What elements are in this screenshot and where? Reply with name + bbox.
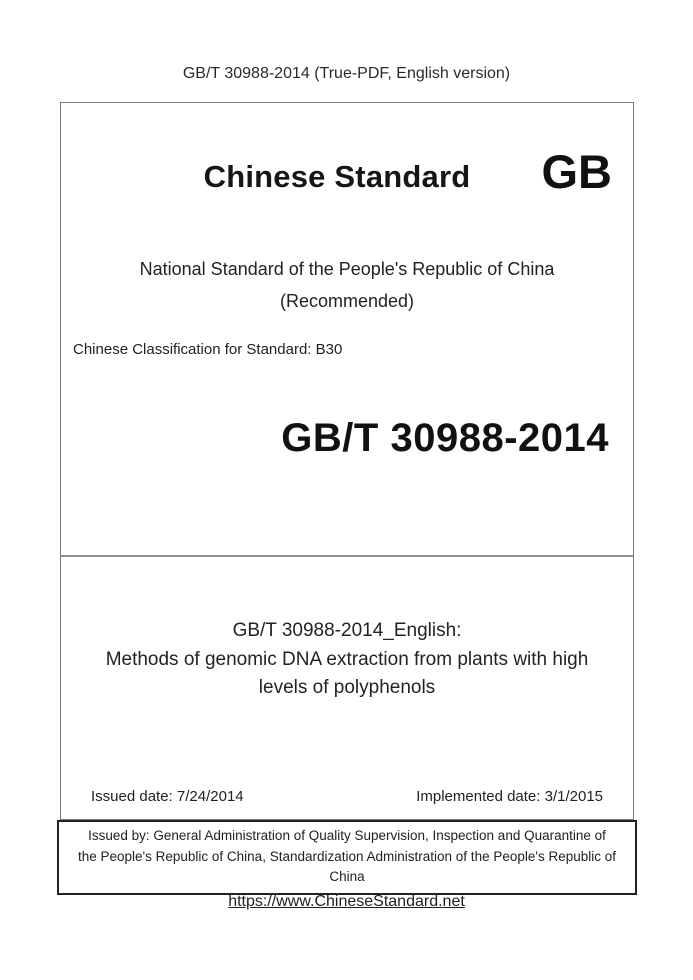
issuer-line-1: Issued by: General Administration of Qua… bbox=[88, 828, 606, 843]
subtitle-group: National Standard of the People's Republ… bbox=[61, 253, 633, 317]
cover-top-section: Chinese Standard GB National Standard of… bbox=[61, 103, 633, 557]
brand-title: Chinese Standard bbox=[203, 159, 471, 194]
dates-row: Issued date: 7/24/2014 Implemented date:… bbox=[91, 788, 603, 805]
english-title-block: GB/T 30988-2014_English: Methods of geno… bbox=[61, 617, 633, 703]
standard-code: GB/T 30988-2014 bbox=[281, 416, 609, 460]
issuer-line-2: the People's Republic of China, Standard… bbox=[78, 848, 616, 864]
issued-date: Issued date: 7/24/2014 bbox=[91, 788, 244, 805]
cover-bottom-section: GB/T 30988-2014_English: Methods of geno… bbox=[61, 557, 633, 819]
footer-link-wrap: https://www.ChineseStandard.net bbox=[0, 893, 693, 911]
english-title-line-3: levels of polyphenols bbox=[258, 677, 436, 698]
footer-link[interactable]: https://www.ChineseStandard.net bbox=[228, 893, 465, 910]
implemented-date: Implemented date: 3/1/2015 bbox=[416, 788, 603, 805]
cover-box: Chinese Standard GB National Standard of… bbox=[60, 102, 634, 820]
english-title-line-2: Methods of genomic DNA extraction from p… bbox=[105, 648, 589, 670]
issuer-line-3: China bbox=[329, 869, 365, 884]
recommended-note: (Recommended) bbox=[279, 291, 415, 311]
brand-row: Chinese Standard GB bbox=[61, 147, 633, 203]
gb-logo: GB bbox=[541, 145, 613, 198]
national-standard-subtitle: National Standard of the People's Republ… bbox=[139, 259, 555, 279]
classification-note: Chinese Classification for Standard: B30 bbox=[73, 341, 343, 358]
issuer-box: Issued by: General Administration of Qua… bbox=[57, 820, 637, 895]
english-title-line-1: GB/T 30988-2014_English: bbox=[232, 620, 462, 641]
page-header-title: GB/T 30988-2014 (True-PDF, English versi… bbox=[182, 65, 511, 82]
